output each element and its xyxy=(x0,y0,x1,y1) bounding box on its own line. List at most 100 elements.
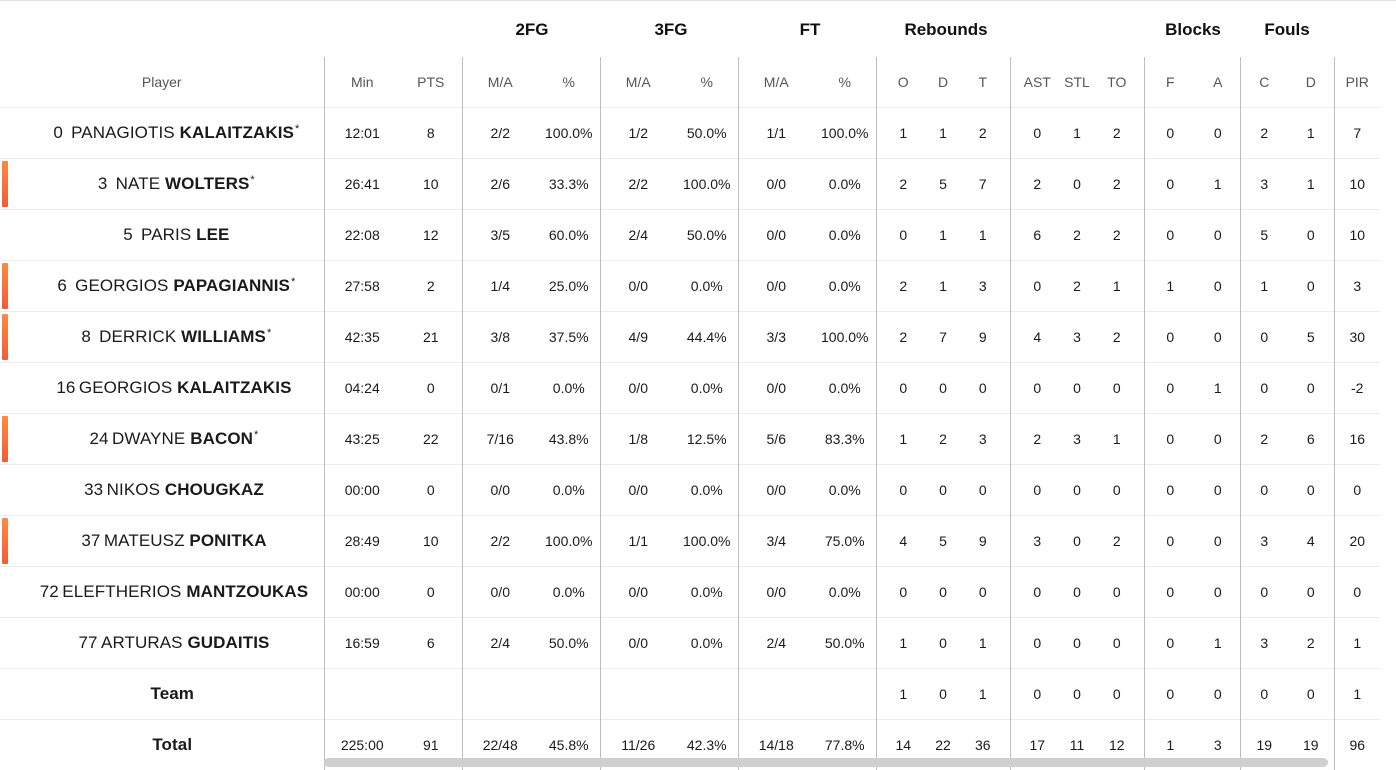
stat-cell: 1 xyxy=(930,108,956,159)
last-name: PAPAGIANNIS xyxy=(173,276,290,295)
stat-cell: 3 xyxy=(1240,516,1288,567)
group-header-blocks: Blocks xyxy=(1165,20,1221,40)
column-header-12[interactable]: AST xyxy=(1010,57,1064,108)
column-header-17[interactable]: C xyxy=(1240,57,1288,108)
stat-cell: 0 xyxy=(1334,465,1380,516)
column-header-13[interactable]: STL xyxy=(1064,57,1090,108)
first-name: PARIS xyxy=(141,225,191,244)
stat-cell: 0 xyxy=(1196,261,1240,312)
stat-cell: 1 xyxy=(1240,261,1288,312)
column-header-7[interactable]: M/A xyxy=(738,57,814,108)
stat-cell: 0.0% xyxy=(814,363,876,414)
stat-cell: 0 xyxy=(1064,159,1090,210)
stat-cell: 0 xyxy=(1288,210,1334,261)
stat-cell: 2 xyxy=(1288,618,1334,669)
stat-cell: 0/0 xyxy=(738,210,814,261)
column-header-18[interactable]: D xyxy=(1288,57,1334,108)
column-header-19[interactable]: PIR xyxy=(1334,57,1380,108)
stat-cell: 0 xyxy=(1064,669,1090,720)
stat-cell: 10 xyxy=(1334,210,1380,261)
stat-cell: 0 xyxy=(1288,261,1334,312)
stat-cell: 100.0% xyxy=(676,159,738,210)
stat-cell: 2 xyxy=(400,261,462,312)
stat-cell: 12.5% xyxy=(676,414,738,465)
stat-cell: 50.0% xyxy=(814,618,876,669)
column-header-0[interactable]: Player xyxy=(0,57,324,108)
stat-cell: 0 xyxy=(1144,108,1196,159)
column-header-1[interactable]: Min xyxy=(324,57,400,108)
first-name: GEORGIOS xyxy=(79,378,172,397)
stat-cell: 1 xyxy=(956,618,1010,669)
column-header-5[interactable]: M/A xyxy=(600,57,676,108)
team-label: Team xyxy=(129,684,194,704)
stat-cell: 0.0% xyxy=(676,618,738,669)
stat-cell: 0/0 xyxy=(462,567,538,618)
first-name: MATEUSZ xyxy=(104,531,185,550)
column-header-2[interactable]: PTS xyxy=(400,57,462,108)
stat-cell: 100.0% xyxy=(676,516,738,567)
stat-cell: 0.0% xyxy=(814,567,876,618)
stat-cell: 2 xyxy=(956,108,1010,159)
stat-cell: 0 xyxy=(930,567,956,618)
stat-cell: 3 xyxy=(1240,618,1288,669)
column-header-10[interactable]: D xyxy=(930,57,956,108)
jersey-number: 0 xyxy=(45,123,71,143)
stat-cell: 1/8 xyxy=(600,414,676,465)
column-header-15[interactable]: F xyxy=(1144,57,1196,108)
column-header-11[interactable]: T xyxy=(956,57,1010,108)
jersey-number: 37 xyxy=(78,531,104,551)
stat-cell: 10 xyxy=(1334,159,1380,210)
column-header-4[interactable]: % xyxy=(538,57,600,108)
stat-cell: 0/0 xyxy=(600,465,676,516)
stat-cell: 2 xyxy=(1090,312,1144,363)
stat-cell: 5 xyxy=(930,159,956,210)
column-header-3[interactable]: M/A xyxy=(462,57,538,108)
column-header-8[interactable]: % xyxy=(814,57,876,108)
stat-cell: 0.0% xyxy=(676,567,738,618)
stat-cell: 3/3 xyxy=(738,312,814,363)
stat-cell: 2 xyxy=(1064,210,1090,261)
stat-cell: 0.0% xyxy=(814,159,876,210)
stat-cell: 0 xyxy=(1240,465,1288,516)
column-header-16[interactable]: A xyxy=(1196,57,1240,108)
stat-cell: 0 xyxy=(1010,618,1064,669)
column-header-6[interactable]: % xyxy=(676,57,738,108)
stat-cell: 0.0% xyxy=(676,465,738,516)
column-header-9[interactable]: O xyxy=(876,57,930,108)
last-name: WILLIAMS xyxy=(181,327,266,346)
column-header-14[interactable]: TO xyxy=(1090,57,1144,108)
